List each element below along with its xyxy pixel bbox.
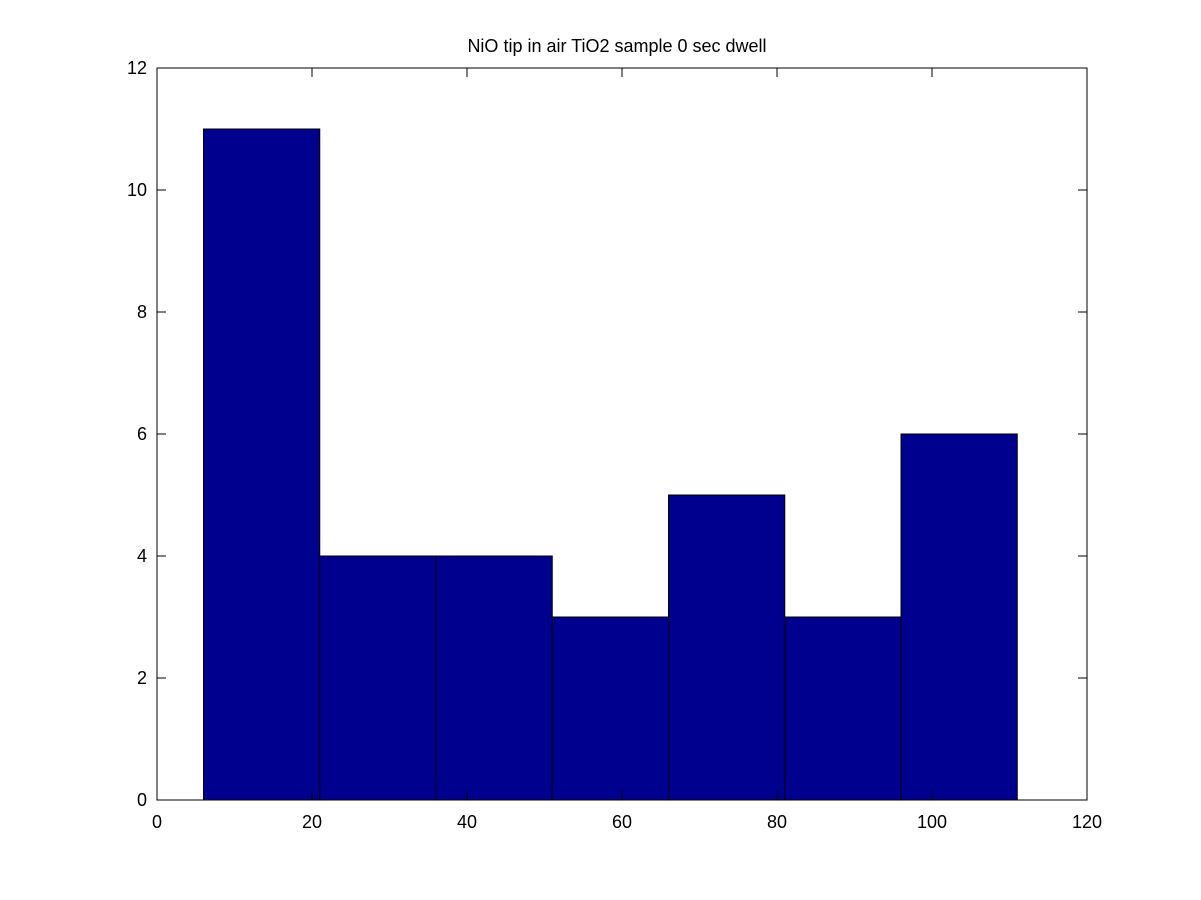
x-tick-label: 0 [152,812,162,832]
y-tick-label: 0 [137,790,147,810]
x-tick-label: 20 [302,812,322,832]
y-tick-label: 6 [137,424,147,444]
histogram-bar-2 [319,555,437,801]
chart-title: NiO tip in air TiO2 sample 0 sec dwell [467,36,766,56]
x-tick-label: 60 [612,812,632,832]
histogram-bar-3 [435,555,553,801]
x-tick-label: 80 [767,812,787,832]
bars-layer [203,128,1018,801]
y-tick-label: 4 [137,546,147,566]
x-tick-label: 120 [1072,812,1102,832]
y-tick-label: 12 [127,58,147,78]
histogram-bar-1 [203,128,321,801]
histogram-bar-7 [900,433,1018,801]
y-tick-label: 8 [137,302,147,322]
histogram-bar-5 [668,494,786,801]
ticks-layer [156,67,1088,801]
x-tick-label: 100 [917,812,947,832]
histogram-bar-6 [784,616,902,801]
y-tick-label: 2 [137,668,147,688]
histogram-bar-4 [551,616,669,801]
y-tick-labels: 0 2 4 6 8 10 12 [127,58,147,810]
x-tick-label: 40 [457,812,477,832]
x-tick-labels: 0 20 40 60 80 100 120 [152,812,1102,832]
y-tick-label: 10 [127,180,147,200]
